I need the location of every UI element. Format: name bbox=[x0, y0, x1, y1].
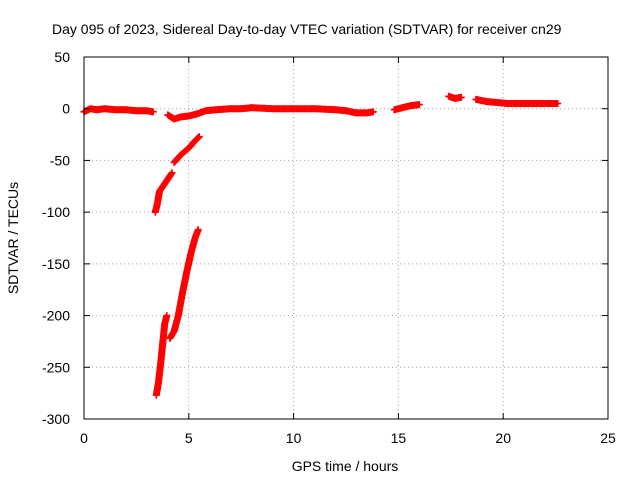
data-point bbox=[369, 108, 377, 116]
data-point bbox=[194, 226, 202, 234]
data-point bbox=[457, 93, 465, 101]
x-tick-label: 10 bbox=[286, 430, 302, 446]
x-tick-label: 15 bbox=[391, 430, 407, 446]
y-tick-label: -250 bbox=[42, 359, 70, 375]
plot-frame bbox=[83, 56, 609, 420]
axis-ticks bbox=[83, 56, 609, 420]
y-tick-label: -50 bbox=[50, 152, 70, 168]
y-tick-label: -200 bbox=[42, 308, 70, 324]
x-axis-label: GPS time / hours bbox=[292, 458, 399, 474]
y-tick-label: 0 bbox=[62, 101, 70, 117]
data-point bbox=[194, 133, 202, 141]
tick-labels: 0 5 10 15 20 25 -300 -250 -200 -150 -100 -50 0 50 bbox=[42, 49, 616, 446]
y-tick-label: -300 bbox=[42, 411, 70, 427]
grid-lines bbox=[84, 57, 608, 419]
x-tick-label: 5 bbox=[185, 430, 193, 446]
data-point bbox=[554, 100, 562, 108]
y-tick-label: -150 bbox=[42, 256, 70, 272]
y-tick-label: -100 bbox=[42, 204, 70, 220]
data-point bbox=[415, 101, 423, 109]
x-tick-label: 20 bbox=[495, 430, 511, 446]
data-point bbox=[149, 108, 157, 116]
y-axis-label: SDTVAR / TECUs bbox=[5, 182, 21, 294]
data-points bbox=[80, 92, 562, 399]
x-tick-label: 25 bbox=[600, 430, 616, 446]
data-point bbox=[168, 169, 176, 177]
y-tick-label: 50 bbox=[54, 49, 70, 65]
chart-title: Day 095 of 2023, Sidereal Day-to-day VTE… bbox=[52, 21, 562, 37]
data-point bbox=[195, 133, 203, 141]
data-point bbox=[163, 312, 171, 320]
x-tick-label: 0 bbox=[80, 430, 88, 446]
